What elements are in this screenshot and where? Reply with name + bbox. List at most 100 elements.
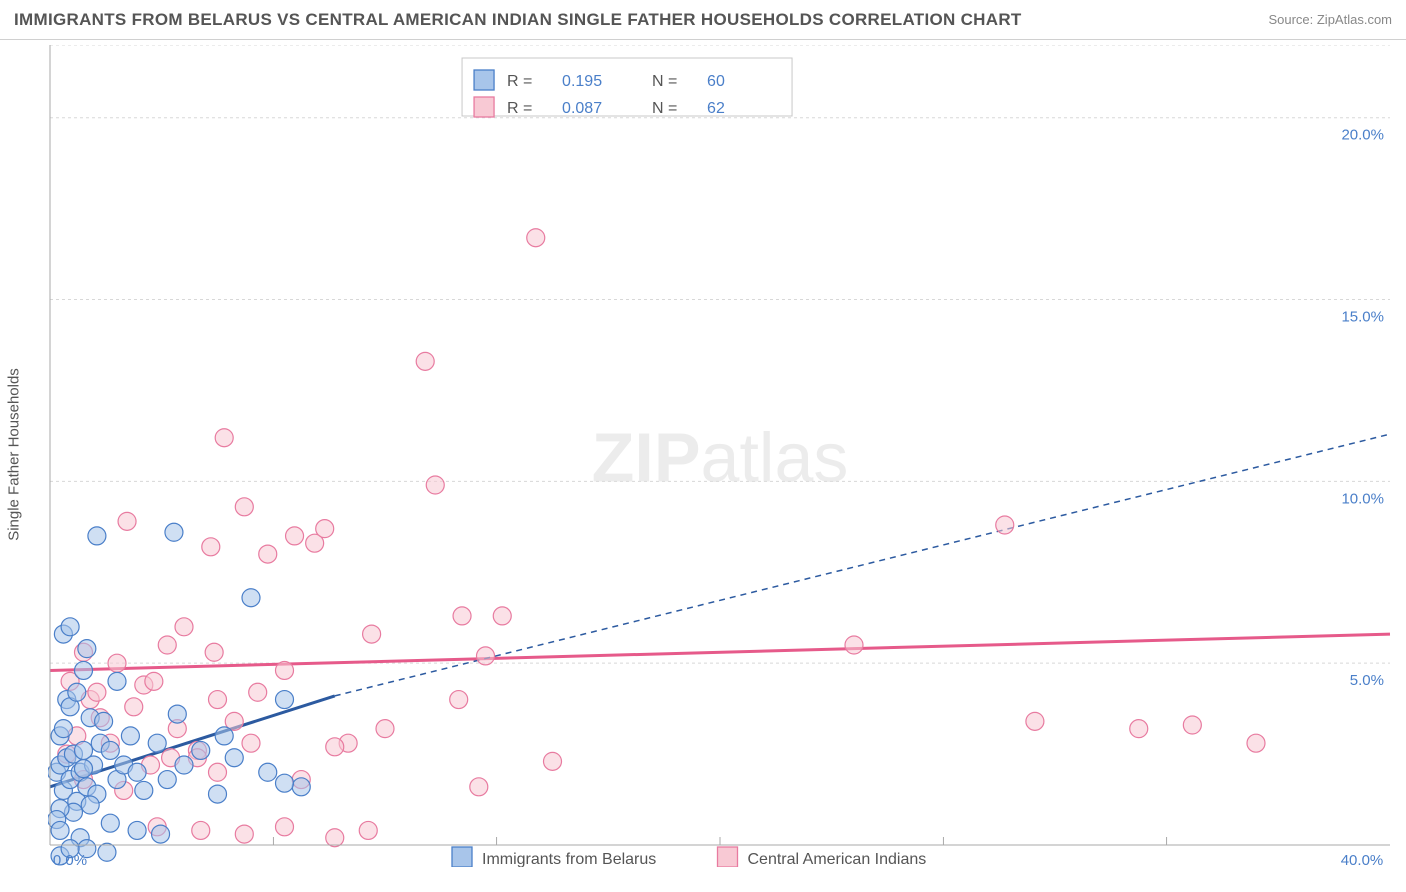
svg-text:5.0%: 5.0% [1350,672,1384,689]
data-point-pink [276,661,294,679]
data-point-blue [98,843,116,861]
data-point-pink [88,683,106,701]
svg-text:N =: N = [652,73,677,90]
svg-text:10.0%: 10.0% [1341,490,1384,507]
legend-label: Immigrants from Belarus [482,851,656,867]
data-point-pink [209,691,227,709]
data-point-blue [148,734,166,752]
trend-line-pink [50,634,1390,670]
data-point-blue [88,527,106,545]
data-point-pink [416,352,434,370]
data-point-pink [326,738,344,756]
data-point-blue [121,727,139,745]
data-point-blue [292,778,310,796]
data-point-pink [326,829,344,847]
data-point-pink [175,618,193,636]
data-point-pink [996,516,1014,534]
data-point-pink [453,607,471,625]
svg-text:R =: R = [507,73,532,90]
data-point-pink [286,527,304,545]
svg-text:N =: N = [652,100,677,117]
data-point-pink [1130,720,1148,738]
data-point-blue [75,760,93,778]
data-point-blue [276,774,294,792]
svg-text:62: 62 [707,100,725,117]
data-point-pink [158,636,176,654]
scatter-chart: 5.0%10.0%15.0%20.0%ZIPatlas0.0%40.0%R =0… [48,45,1396,867]
data-point-blue [101,814,119,832]
data-point-blue [108,672,126,690]
legend-label: Central American Indians [748,851,927,867]
data-point-pink [192,821,210,839]
data-point-pink [845,636,863,654]
data-point-pink [235,825,253,843]
legend-swatch [718,847,738,867]
data-point-pink [125,698,143,716]
data-point-pink [209,763,227,781]
data-point-blue [242,589,260,607]
data-point-pink [450,691,468,709]
data-point-pink [527,229,545,247]
data-point-blue [128,763,146,781]
chart-title: IMMIGRANTS FROM BELARUS VS CENTRAL AMERI… [14,10,1022,30]
chart-header: IMMIGRANTS FROM BELARUS VS CENTRAL AMERI… [0,0,1406,40]
chart-source: Source: ZipAtlas.com [1268,12,1392,27]
data-point-blue [175,756,193,774]
data-point-pink [477,647,495,665]
legend-swatch [474,97,494,117]
data-point-blue [54,720,72,738]
svg-text:0.087: 0.087 [562,100,602,117]
svg-text:0.195: 0.195 [562,73,602,90]
data-point-pink [1183,716,1201,734]
watermark: ZIPatlas [592,418,849,496]
data-point-blue [128,821,146,839]
data-point-pink [235,498,253,516]
data-point-pink [493,607,511,625]
data-point-blue [61,618,79,636]
data-point-pink [316,520,334,538]
data-point-pink [249,683,267,701]
data-point-pink [1247,734,1265,752]
data-point-blue [276,691,294,709]
data-point-blue [168,705,186,723]
data-point-blue [158,771,176,789]
svg-text:0.0%: 0.0% [53,852,87,867]
svg-text:R =: R = [507,100,532,117]
data-point-pink [118,512,136,530]
svg-text:15.0%: 15.0% [1341,309,1384,326]
data-point-blue [81,796,99,814]
data-point-pink [205,643,223,661]
data-point-pink [145,672,163,690]
chart-area: 5.0%10.0%15.0%20.0%ZIPatlas0.0%40.0%R =0… [48,45,1396,867]
data-point-pink [470,778,488,796]
data-point-blue [259,763,277,781]
data-point-pink [359,821,377,839]
data-point-pink [202,538,220,556]
data-point-pink [259,545,277,563]
data-point-pink [276,818,294,836]
svg-text:40.0%: 40.0% [1341,852,1384,867]
data-point-blue [78,640,96,658]
data-point-pink [242,734,260,752]
data-point-blue [75,661,93,679]
legend-swatch [474,70,494,90]
data-point-pink [544,752,562,770]
data-point-pink [376,720,394,738]
data-point-blue [225,749,243,767]
data-point-pink [108,654,126,672]
data-point-blue [165,523,183,541]
data-point-blue [135,781,153,799]
data-point-pink [1026,712,1044,730]
data-point-pink [363,625,381,643]
data-point-blue [68,683,86,701]
legend-swatch [452,847,472,867]
data-point-blue [215,727,233,745]
data-point-blue [95,712,113,730]
data-point-blue [51,821,69,839]
y-axis-label: Single Father Households [6,368,23,541]
data-point-pink [215,429,233,447]
data-point-blue [209,785,227,803]
data-point-pink [426,476,444,494]
data-point-blue [101,741,119,759]
data-point-blue [192,741,210,759]
